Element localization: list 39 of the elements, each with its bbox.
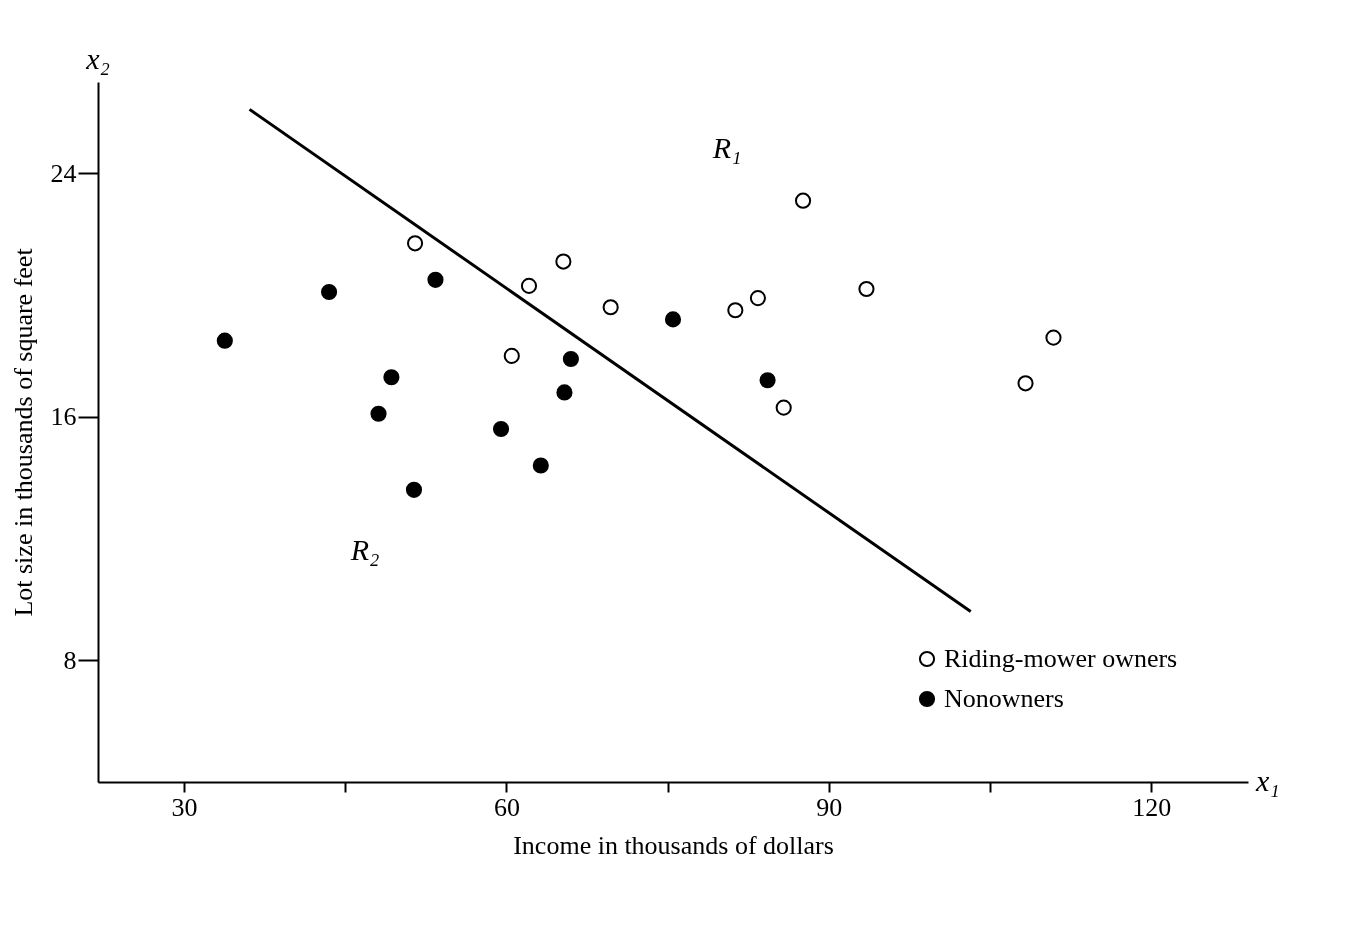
legend-label: Nonowners [944,684,1064,713]
point [727,302,744,319]
point [427,271,444,288]
point [405,481,423,498]
point [532,457,549,474]
y-tick-label: 16 [50,402,77,432]
point [370,405,387,422]
point [406,235,424,252]
point [562,350,579,368]
point [555,253,572,270]
point [794,192,812,209]
x-axis-title: Income in thousands of dollars [513,830,834,860]
point [520,277,538,294]
point [775,399,792,416]
point [858,280,875,298]
text: x₁ [1255,764,1280,797]
y-axis-title: Lot size in thousands of square feet [8,247,38,617]
point [1017,375,1034,392]
point [602,299,619,316]
point [749,290,766,307]
y-tick-label: 8 [63,645,77,675]
y-tick-label: 24 [50,158,77,188]
point [759,372,776,389]
point [664,311,682,328]
point [383,369,400,386]
point [492,420,510,438]
point [216,332,233,349]
x-tick-label: 60 [493,792,520,822]
text: x₂ [85,42,110,75]
x-tick-label: 90 [816,792,843,822]
point [556,384,573,401]
point [1045,329,1062,346]
annotation: R₂ [349,533,380,566]
x-tick-label: 120 [1132,792,1172,822]
point [503,347,520,364]
x-tick-label: 30 [171,792,198,822]
annotation: R₁ [711,131,742,164]
point [321,283,338,301]
legend-label: Riding-mower owners [944,644,1178,673]
